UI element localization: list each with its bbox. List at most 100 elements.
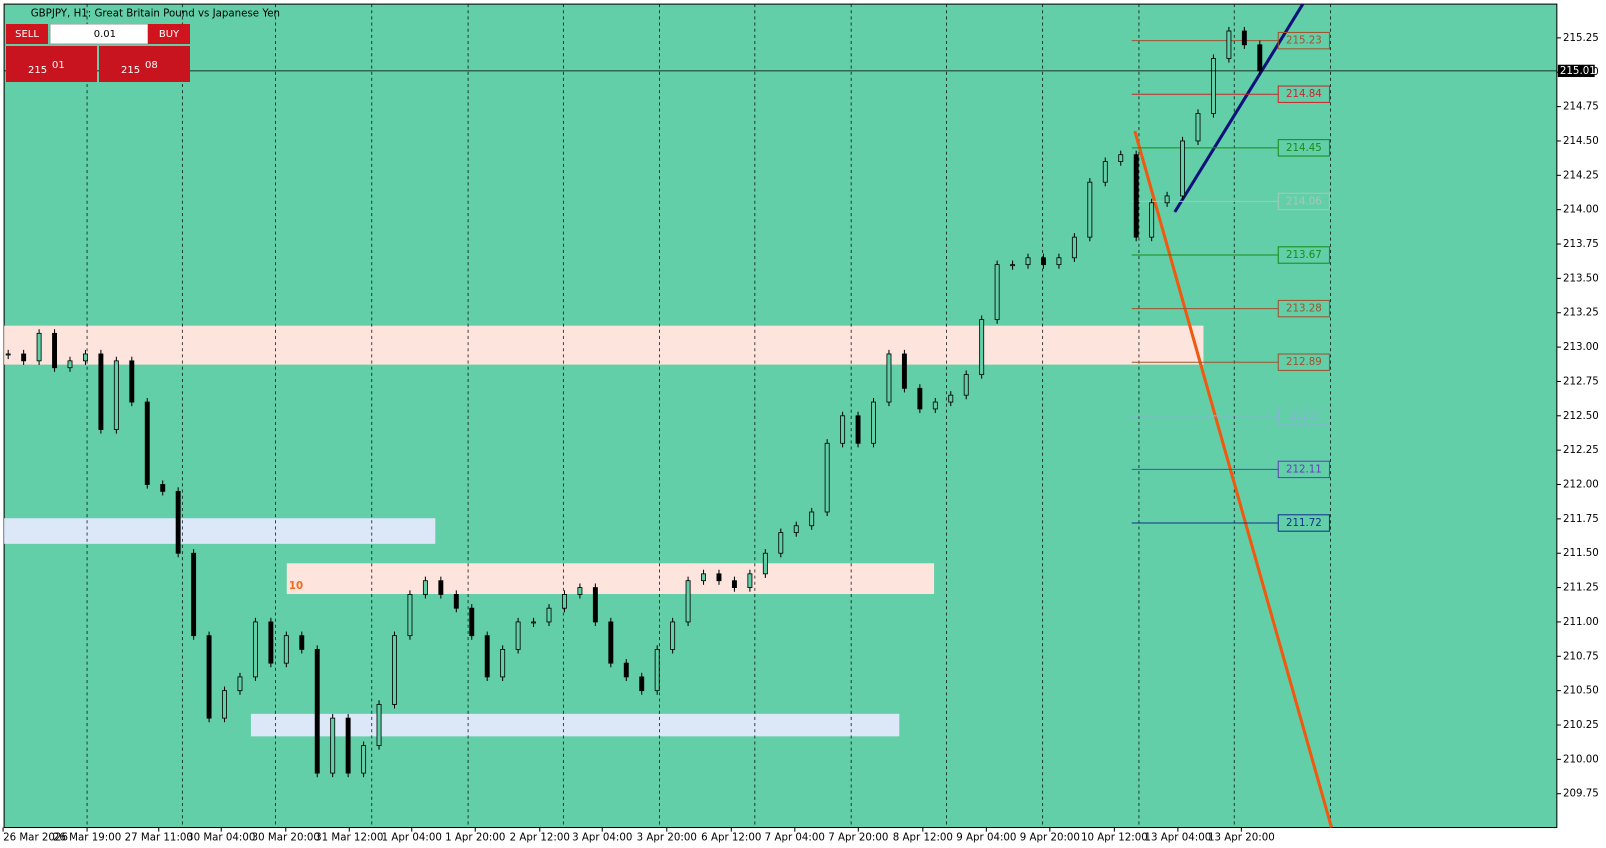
candle (5, 353, 11, 356)
level-label: 214.84 (1286, 88, 1322, 100)
trend-line[interactable] (1173, 3, 1305, 213)
x-tick-label: 13 Apr 20:00 (1208, 832, 1275, 844)
x-tick-label: 31 Mar 12:00 (315, 832, 383, 844)
x-tick-label: 9 Apr 04:00 (956, 832, 1016, 844)
candle (392, 635, 397, 705)
y-tick-label: 214.25 (1563, 169, 1599, 181)
candle (1010, 264, 1016, 267)
candle (623, 662, 629, 678)
level-box (1277, 246, 1330, 264)
candle (98, 353, 104, 430)
candle (500, 649, 506, 678)
y-tick-label: 210.00 (1563, 753, 1599, 765)
y-tick-label: 210.50 (1563, 685, 1599, 697)
chart-layer (4, 4, 1331, 828)
trend-line[interactable] (1133, 130, 1333, 828)
buy-label: BUY (159, 29, 180, 40)
candle (701, 573, 706, 582)
level-box (1277, 85, 1330, 103)
candle (283, 635, 289, 664)
level-box (1277, 514, 1330, 532)
x-tick-label: 7 Apr 04:00 (765, 832, 825, 844)
candle (82, 353, 88, 362)
level-label: 211.72 (1286, 517, 1322, 529)
y-tick-label: 210.25 (1563, 719, 1599, 731)
candle (979, 319, 985, 375)
candle (562, 594, 567, 609)
candle (1071, 236, 1077, 259)
trade-panel-svg: SELL 0.01 BUY 215 01 215 08 (6, 24, 190, 82)
candle (268, 621, 274, 664)
candle (917, 387, 923, 410)
ask-box[interactable] (99, 46, 190, 82)
candle (1118, 154, 1124, 162)
candle (901, 353, 907, 389)
bid-prefix: 215 (28, 65, 47, 76)
candle (515, 621, 521, 650)
candle (1180, 140, 1186, 197)
x-tick-label: 30 Mar 04:00 (187, 832, 255, 844)
sell-button[interactable] (6, 24, 48, 44)
y-tick-label: 213.25 (1563, 307, 1599, 319)
candle (886, 353, 892, 403)
candle (314, 649, 320, 774)
candle (731, 580, 737, 588)
candle (144, 401, 150, 485)
candle (175, 490, 181, 554)
buy-button[interactable] (148, 24, 190, 44)
candle (469, 607, 475, 637)
x-tick-label: 30 Mar 20:00 (252, 832, 320, 844)
current-price-box (1557, 64, 1595, 78)
y-tick-label: 211.75 (1563, 513, 1599, 525)
y-tick-label: 211.00 (1563, 616, 1599, 628)
candle (670, 621, 676, 650)
y-tick-label: 212.00 (1563, 479, 1599, 491)
y-tick-label: 213.75 (1563, 238, 1599, 250)
zone (4, 518, 436, 544)
level-label: 214.06 (1286, 195, 1322, 207)
candle (407, 594, 413, 637)
chart-title: GBPJPY, H1: Great Britain Pound vs Japan… (31, 7, 280, 19)
bid-box[interactable] (6, 46, 97, 82)
candle (1210, 58, 1216, 114)
candle (1087, 181, 1093, 238)
candle (809, 511, 815, 527)
current-price-label: 215.01 (1560, 65, 1596, 77)
x-tick-label: 7 Apr 20:00 (828, 832, 888, 844)
level-label: 212.11 (1286, 463, 1322, 475)
level-box (1277, 31, 1330, 50)
candle (1102, 161, 1108, 183)
candle (1025, 257, 1031, 266)
y-tick-label: 214.50 (1563, 135, 1599, 147)
x-tick-label: 8 Apr 12:00 (893, 832, 953, 844)
candle (330, 717, 336, 774)
candle (113, 360, 119, 430)
candle (1164, 195, 1170, 204)
x-tick-label: 3 Apr 04:00 (572, 832, 632, 844)
level-label: 215.23 (1286, 35, 1322, 47)
y-tick-label: 214.75 (1563, 101, 1599, 113)
candle (129, 360, 135, 403)
candle (67, 360, 73, 369)
level-label: 213.28 (1286, 303, 1322, 315)
y-tick-label: 212.75 (1563, 375, 1599, 387)
candle (1226, 30, 1232, 59)
candle (1195, 113, 1201, 142)
plot-area (3, 3, 1558, 829)
candle (577, 587, 583, 595)
y-tick-label: 209.75 (1563, 788, 1599, 800)
candle (160, 484, 166, 492)
y-tick-label: 213.50 (1563, 272, 1599, 284)
candle (453, 594, 459, 609)
candle (237, 676, 243, 692)
candle (685, 580, 691, 623)
x-tick-label: 2 Apr 12:00 (510, 832, 570, 844)
level-box (1277, 139, 1330, 157)
x-tick-label: 13 Apr 04:00 (1145, 832, 1212, 844)
y-tick-label: 211.50 (1563, 547, 1599, 559)
trade-panel: SELL 0.01 BUY 215 01 215 08 (6, 24, 190, 82)
x-tick-label: 27 Mar 11:00 (125, 832, 193, 844)
candle (222, 690, 227, 719)
candle (778, 532, 784, 554)
